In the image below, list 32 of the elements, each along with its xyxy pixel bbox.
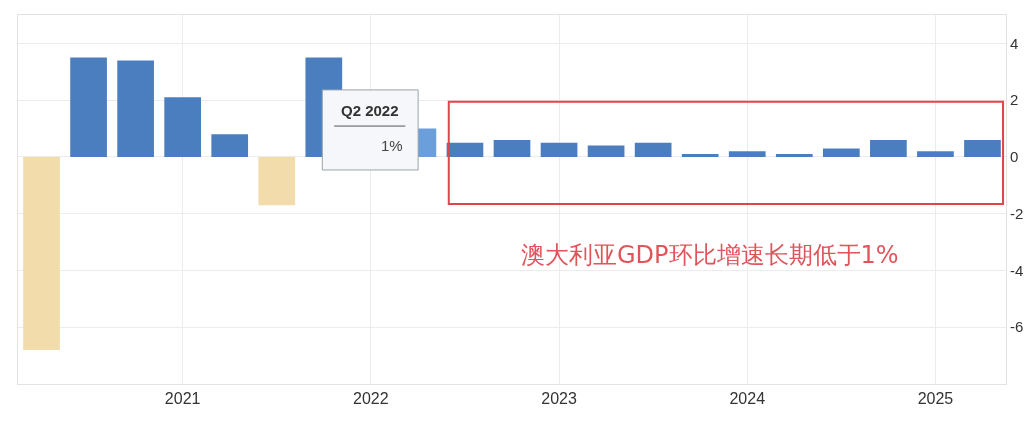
bar xyxy=(70,57,107,157)
bar xyxy=(211,134,249,157)
bar xyxy=(493,139,531,157)
y-tick-label: -6 xyxy=(1010,318,1024,336)
bar xyxy=(258,156,296,206)
y-tick-label: -4 xyxy=(1010,261,1024,279)
bar xyxy=(822,148,860,157)
y-tick-label: 2 xyxy=(1010,91,1019,109)
bar xyxy=(775,154,813,157)
bar xyxy=(117,60,154,157)
bar xyxy=(681,154,719,157)
bar xyxy=(540,142,578,157)
x-tick-label: 2023 xyxy=(541,390,577,408)
bar xyxy=(728,151,766,157)
x-tick-label: 2025 xyxy=(917,390,954,408)
annotation: Q2 2022 xyxy=(341,102,399,119)
x-tick-label: 2021 xyxy=(164,390,201,408)
annotation: 澳大利亚GDP环比增速长期低于1% xyxy=(521,241,899,269)
bar xyxy=(446,142,484,157)
y-tick-label: 0 xyxy=(1010,148,1019,166)
y-tick-label: 4 xyxy=(1010,34,1019,52)
x-tick-label: 2024 xyxy=(729,390,766,408)
bar xyxy=(634,142,672,157)
bar xyxy=(964,139,1001,157)
bar xyxy=(587,145,625,157)
bar xyxy=(23,156,60,350)
bar xyxy=(164,97,202,157)
x-tick-label: 2022 xyxy=(353,390,389,408)
y-tick-label: -2 xyxy=(1010,204,1024,222)
bar xyxy=(917,151,954,157)
annotation: 1% xyxy=(381,137,403,154)
bar xyxy=(870,139,907,157)
